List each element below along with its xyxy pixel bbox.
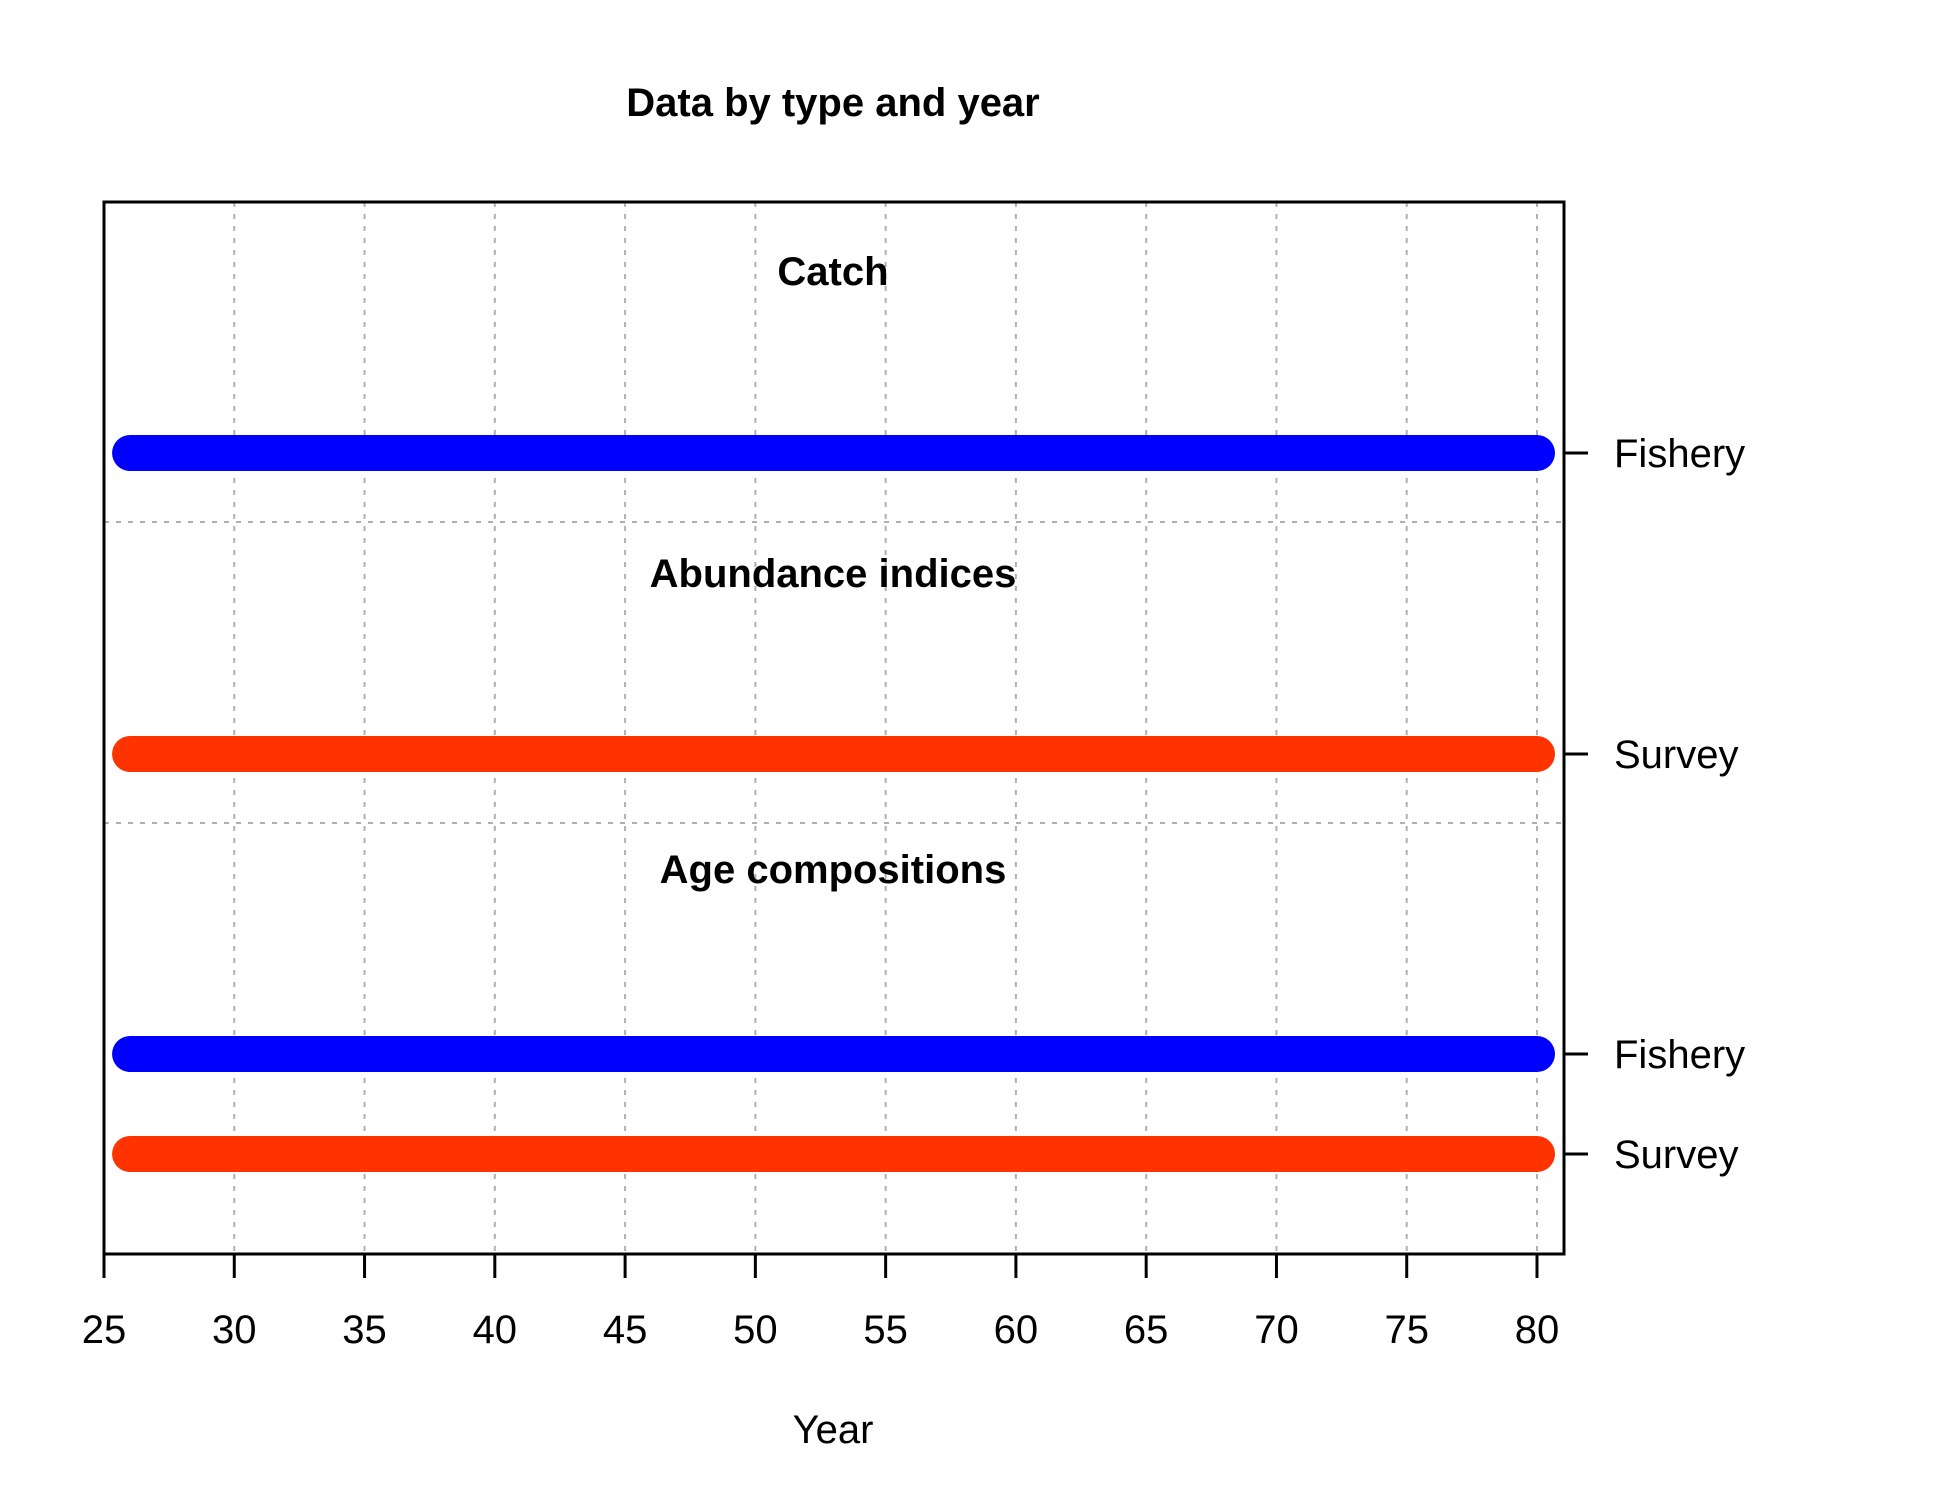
row-label-fishery: Fishery (1614, 432, 1745, 476)
section-label: Age compositions (660, 848, 1007, 892)
row-label-fishery: Fishery (1614, 1033, 1745, 1077)
x-tick-label: 60 (994, 1308, 1039, 1352)
x-tick-label: 55 (863, 1308, 908, 1352)
x-axis-label: Year (793, 1408, 874, 1452)
x-tick-label: 80 (1515, 1308, 1560, 1352)
grid-layer (104, 202, 1564, 1254)
x-tick-label: 25 (82, 1308, 127, 1352)
row-label-survey: Survey (1614, 733, 1739, 777)
x-axis: 25 30 35 40 45 50 55 60 65 70 75 80 (82, 451, 1588, 1352)
labels-layer: Catch Fishery Abundance indices Survey Age c… (650, 250, 1746, 1177)
section-label: Abundance indices (650, 552, 1017, 596)
x-tick-label: 40 (473, 1308, 518, 1352)
x-tick-label: 50 (733, 1308, 778, 1352)
x-tick-label: 45 (603, 1308, 648, 1352)
x-tick-label: 75 (1384, 1308, 1429, 1352)
x-tick-label: 35 (342, 1308, 387, 1352)
plot-frame (102, 200, 1566, 1256)
x-tick-label: 30 (212, 1308, 257, 1352)
x-tick-label: 70 (1254, 1308, 1299, 1352)
section-label: Catch (777, 250, 888, 294)
row-label-survey: Survey (1614, 1133, 1739, 1177)
chart-title: Data by type and year (626, 81, 1040, 125)
x-tick-label: 65 (1124, 1308, 1169, 1352)
bars-layer (112, 435, 1555, 1172)
